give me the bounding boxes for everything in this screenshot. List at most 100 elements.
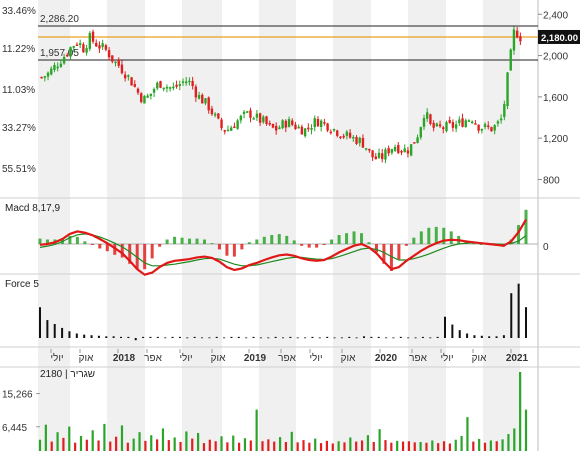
force-bar [186, 337, 189, 339]
macd-hist-bar-down [389, 244, 393, 271]
grid-band [38, 0, 70, 451]
force-bar [421, 336, 424, 338]
time-axis: יולי אוק 2018 אפר יולי אוק 2019 אפר יולי אוק 2020 א… [50, 349, 529, 364]
macd-hist-bar-up [367, 242, 371, 244]
resistance-label: 1,957.05 [40, 48, 79, 59]
force-bar [193, 336, 196, 338]
candle-down [348, 132, 352, 138]
macd-hist-bar-up [262, 236, 266, 244]
volume-bar-down [325, 440, 329, 451]
candle-down [374, 156, 377, 160]
volume-bar-up [337, 441, 340, 451]
volume-bar-down [267, 439, 270, 451]
candle-up [358, 137, 361, 144]
candle-up [204, 98, 207, 104]
candle-down [223, 130, 226, 132]
candle-up [149, 93, 153, 96]
candle-up [185, 81, 188, 84]
candle-up [419, 127, 422, 138]
macd-hist-bar-down [315, 244, 319, 248]
candle-up [426, 112, 429, 119]
force-bar [318, 337, 321, 339]
candle-up [403, 148, 406, 153]
volume-bar-down [372, 441, 375, 451]
candle-down [75, 44, 79, 46]
force-bar [252, 336, 255, 338]
candle-up [422, 117, 426, 127]
candle-down [233, 126, 236, 129]
macd-hist-bar-up [83, 241, 87, 244]
volume-bar-up [366, 435, 370, 451]
volume-bar-down [115, 436, 118, 451]
candle-down [95, 42, 98, 47]
volume-bar-up [278, 437, 282, 451]
volume-bar-down [126, 442, 129, 451]
volume-tick-label: 15,266 [2, 390, 33, 401]
candle-up [364, 148, 368, 150]
macd-hist-bar-up [38, 238, 42, 244]
macd-hist-bar-up [210, 243, 214, 245]
candle-up [62, 56, 66, 64]
volume-bar-down [249, 440, 252, 451]
candle-down [249, 110, 252, 118]
force-bar [429, 337, 432, 339]
volume-bar-down [407, 441, 410, 451]
macd-line [39, 219, 527, 276]
volume-bar-down [62, 437, 65, 451]
force-bar [444, 316, 446, 338]
time-label: אוק [79, 353, 94, 364]
candle-up [181, 81, 185, 83]
candle-down [448, 120, 451, 123]
volume-tick-label: 6,445 [2, 423, 27, 434]
force-bar [267, 337, 270, 339]
candle-up [43, 76, 47, 78]
macd-hist-bar-down [105, 244, 109, 252]
volume-bar-up [150, 435, 153, 451]
candle-down [265, 116, 268, 125]
force-bar [326, 336, 329, 338]
candle-down [130, 77, 133, 86]
price-left-labels: 33.46% 11.22% 11.03% 33.27% 55.51% [2, 6, 36, 175]
time-label: יולי [440, 352, 453, 364]
force-bar [451, 324, 454, 338]
volume-bar-down [226, 442, 229, 451]
force-bar [171, 336, 174, 338]
macd-hist-bar-down [143, 244, 147, 270]
volume-bar-down [390, 442, 393, 451]
candle-up [53, 64, 56, 70]
time-label: 2021 [506, 353, 529, 364]
force-bar [385, 337, 388, 339]
time-label: אוק [472, 353, 487, 364]
macd-hist-bar-up [524, 209, 528, 244]
candle-up [384, 149, 387, 160]
volume-bar-up [120, 425, 124, 451]
macd-hist-bar-up [202, 239, 206, 244]
force-pane: Force 5 [5, 279, 527, 341]
volume-bar-up [478, 438, 481, 451]
candle-down [120, 64, 124, 74]
grid-band [259, 0, 296, 451]
macd-hist-bar-up [434, 226, 438, 244]
volume-bar-up [349, 437, 352, 451]
force-bar [304, 337, 307, 339]
candle-down [159, 81, 162, 88]
candle-down [284, 120, 288, 128]
volume-bars [38, 372, 528, 451]
volume-title: שגריר | 2180 [40, 369, 95, 380]
force-bar [105, 336, 108, 338]
candle-down [406, 150, 410, 154]
force-bar [46, 320, 49, 338]
candle-down [474, 123, 477, 125]
volume-pane: שגריר | 2180 15,266 6,445 [2, 369, 528, 451]
volume-bar-up [501, 439, 504, 451]
candle-up [156, 82, 159, 89]
candle-up [467, 120, 471, 122]
force-bar [370, 336, 373, 338]
candle-up [252, 118, 255, 120]
candle-down [355, 137, 358, 144]
candle-up [445, 122, 448, 132]
force-bar [39, 307, 41, 338]
volume-bar-up [243, 438, 247, 451]
candle-up [503, 104, 506, 117]
